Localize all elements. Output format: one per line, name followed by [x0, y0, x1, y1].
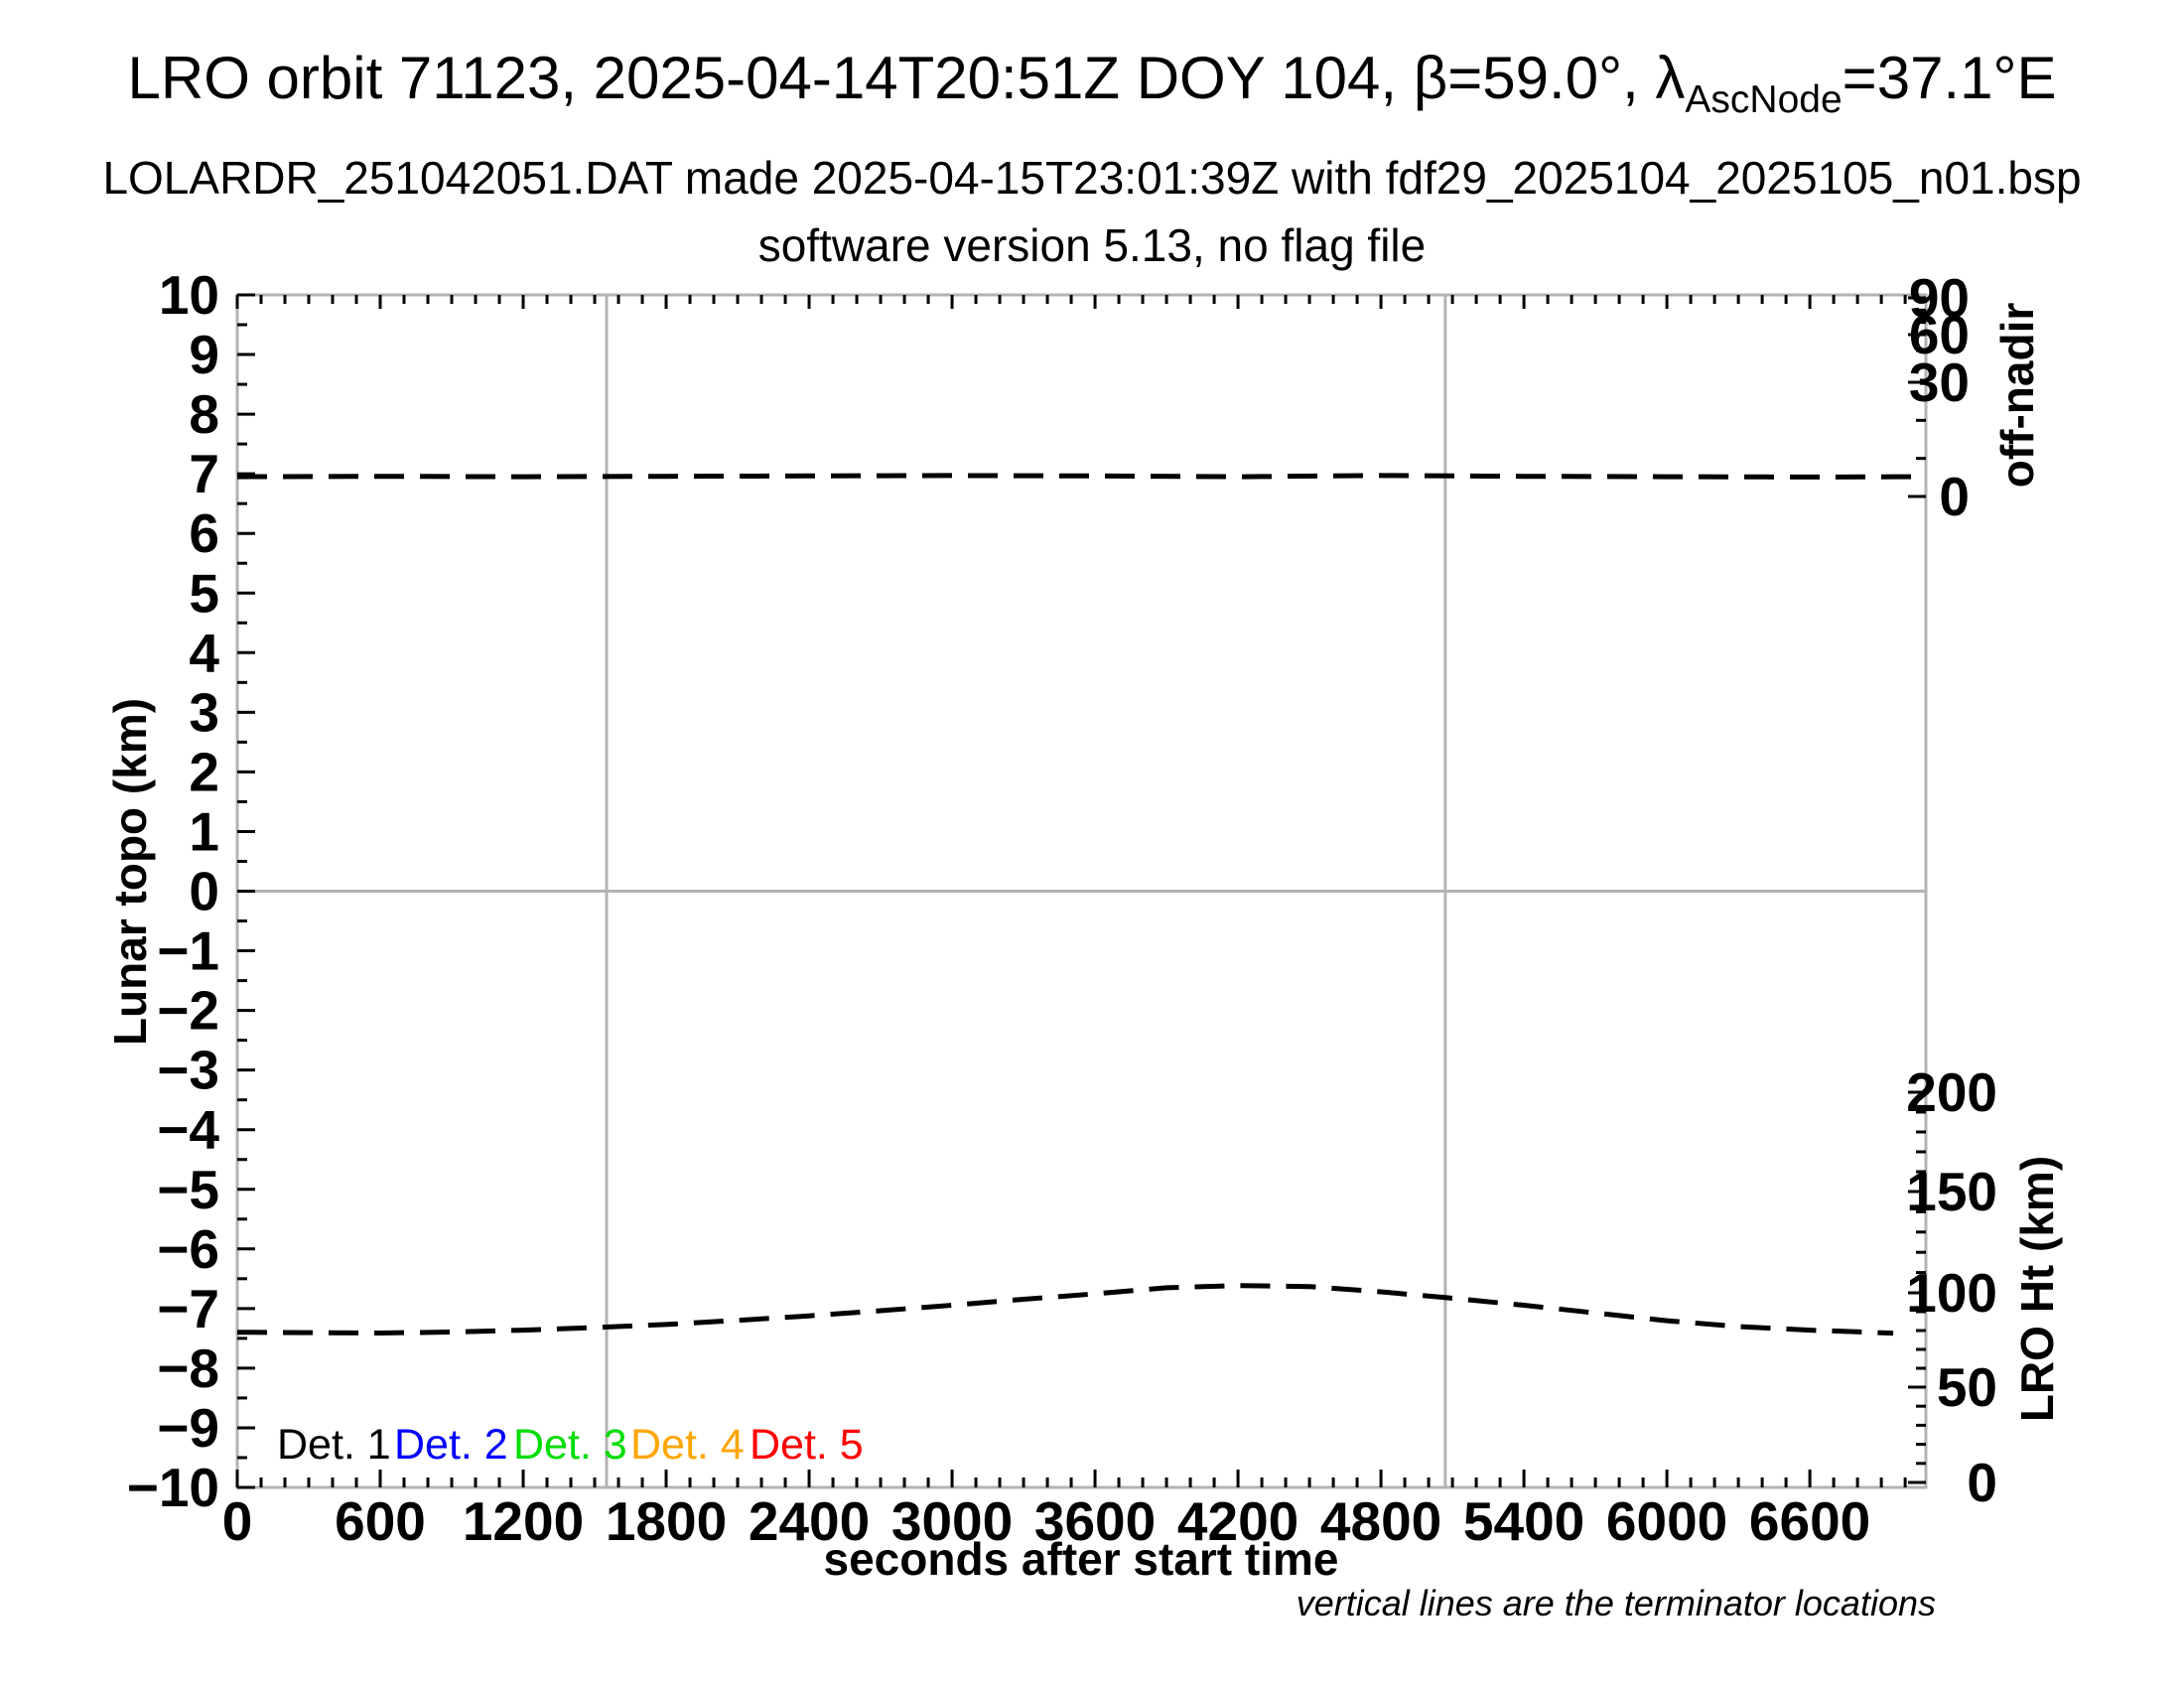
subtitle-file-info: LOLARDR_251042051.DAT made 2025-04-15T23…: [102, 152, 2082, 204]
title-subscript: AscNode: [1685, 78, 1843, 121]
page-title: LRO orbit 71123, 2025-04-14T20:51Z DOY 1…: [0, 44, 2184, 122]
svg-text:9: 9: [189, 324, 219, 385]
svg-text:−9: −9: [157, 1397, 219, 1459]
right-axis-title-lro-height: LRO Ht (km): [2011, 1155, 2063, 1423]
svg-text:−6: −6: [157, 1218, 219, 1280]
svg-text:30: 30: [1909, 352, 1970, 413]
svg-text:150: 150: [1906, 1161, 1997, 1222]
left-axis-title: Lunar topo (km): [104, 697, 156, 1047]
svg-text:6600: 6600: [1749, 1490, 1870, 1552]
svg-text:0: 0: [1939, 466, 1970, 527]
legend-item-det-4: Det. 4: [630, 1421, 745, 1469]
svg-text:−10: −10: [127, 1457, 219, 1518]
svg-text:8: 8: [189, 383, 219, 445]
svg-text:2: 2: [189, 741, 219, 802]
svg-text:60: 60: [1909, 304, 1970, 365]
legend-item-det-3: Det. 3: [513, 1421, 627, 1469]
svg-text:600: 600: [335, 1490, 426, 1552]
svg-text:0: 0: [1967, 1452, 1997, 1513]
legend-item-det-2: Det. 2: [394, 1421, 508, 1469]
svg-text:−5: −5: [157, 1159, 219, 1220]
right-axis-title-off-nadir: off-nadir: [1991, 302, 2043, 489]
x-axis-title: seconds after start time: [823, 1533, 1339, 1585]
svg-text:6000: 6000: [1606, 1490, 1727, 1552]
svg-text:−4: −4: [157, 1099, 219, 1161]
svg-text:7: 7: [189, 443, 219, 504]
svg-text:10: 10: [159, 264, 219, 326]
svg-text:−8: −8: [157, 1337, 219, 1399]
legend: Det. 1 Det. 2 Det. 3 Det. 4 Det. 5: [0, 1421, 2184, 1471]
svg-text:−3: −3: [157, 1040, 219, 1101]
svg-text:1: 1: [189, 800, 219, 862]
legend-item-det-5: Det. 5: [750, 1421, 864, 1469]
svg-text:50: 50: [1937, 1356, 1997, 1418]
svg-text:4200: 4200: [1177, 1490, 1298, 1552]
svg-text:5400: 5400: [1463, 1490, 1584, 1552]
svg-text:3000: 3000: [891, 1490, 1013, 1552]
svg-text:0: 0: [189, 861, 219, 922]
svg-text:6: 6: [189, 502, 219, 564]
svg-text:−7: −7: [157, 1278, 219, 1339]
svg-text:4800: 4800: [1320, 1490, 1441, 1552]
svg-text:2400: 2400: [749, 1490, 870, 1552]
title-tail: =37.1°E: [1842, 45, 2057, 111]
svg-text:4: 4: [189, 622, 219, 683]
svg-text:3600: 3600: [1034, 1490, 1156, 1552]
svg-text:5: 5: [189, 562, 219, 624]
svg-text:0: 0: [222, 1490, 253, 1552]
svg-text:1200: 1200: [463, 1490, 584, 1552]
svg-text:1800: 1800: [606, 1490, 727, 1552]
legend-item-det-1: Det. 1: [277, 1421, 391, 1469]
svg-text:−1: −1: [157, 920, 219, 982]
svg-text:−2: −2: [157, 980, 219, 1042]
svg-text:200: 200: [1906, 1061, 1997, 1123]
terminator-note: vertical lines are the terminator locati…: [1296, 1583, 1936, 1623]
svg-text:90: 90: [1909, 267, 1970, 329]
title-main: LRO orbit 71123, 2025-04-14T20:51Z DOY 1…: [127, 45, 1686, 111]
svg-text:3: 3: [189, 681, 219, 743]
subtitle-software-version: software version 5.13, no flag file: [757, 219, 1427, 271]
